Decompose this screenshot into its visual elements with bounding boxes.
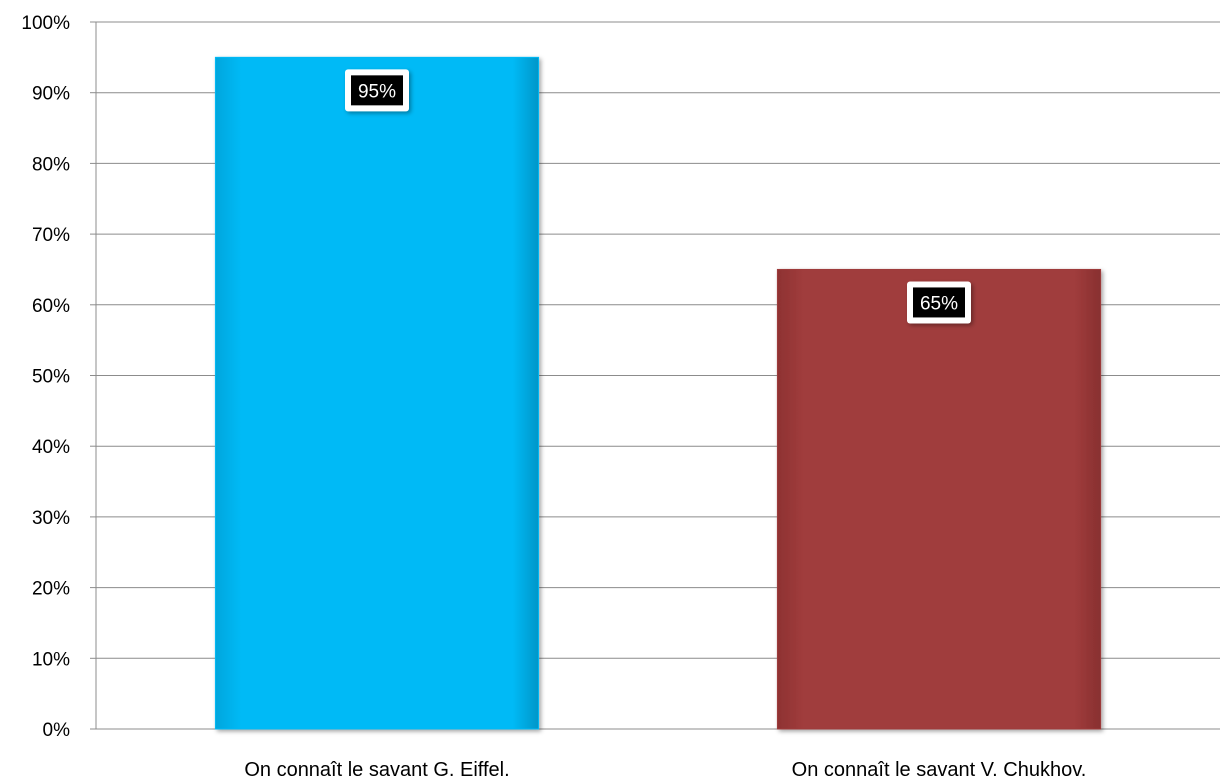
y-tick-label: 70% bbox=[32, 225, 70, 246]
y-tick-label: 0% bbox=[43, 720, 71, 741]
data-label: 95% bbox=[358, 81, 396, 102]
y-tick-label: 40% bbox=[32, 437, 70, 458]
x-category-label: On connaît le savant G. Eiffel. bbox=[244, 759, 509, 781]
y-axis-tick-labels: 0% 10% 20% 30% 40% 50% 60% 70% 80% 90% 100% bbox=[21, 13, 70, 741]
y-tick-label: 10% bbox=[32, 649, 70, 670]
data-label: 65% bbox=[920, 293, 958, 314]
y-tick-label: 30% bbox=[32, 508, 70, 529]
y-tick-label: 60% bbox=[32, 296, 70, 317]
x-category-label: On connaît le savant V. Chukhov. bbox=[792, 759, 1087, 781]
data-label-background bbox=[913, 287, 965, 318]
y-tick-label: 20% bbox=[32, 579, 70, 600]
bars bbox=[214, 56, 1102, 730]
bar bbox=[214, 56, 540, 730]
data-label-background bbox=[351, 75, 403, 106]
y-tick-label: 50% bbox=[32, 367, 70, 388]
y-tick-label: 80% bbox=[32, 154, 70, 175]
y-tick-label: 90% bbox=[32, 84, 70, 105]
data-labels: 95% 65% bbox=[345, 69, 971, 324]
y-tick-label: 100% bbox=[21, 13, 70, 34]
x-axis-category-labels: On connaît le savant G. Eiffel. On connaî… bbox=[244, 759, 1086, 781]
bar bbox=[776, 268, 1102, 730]
